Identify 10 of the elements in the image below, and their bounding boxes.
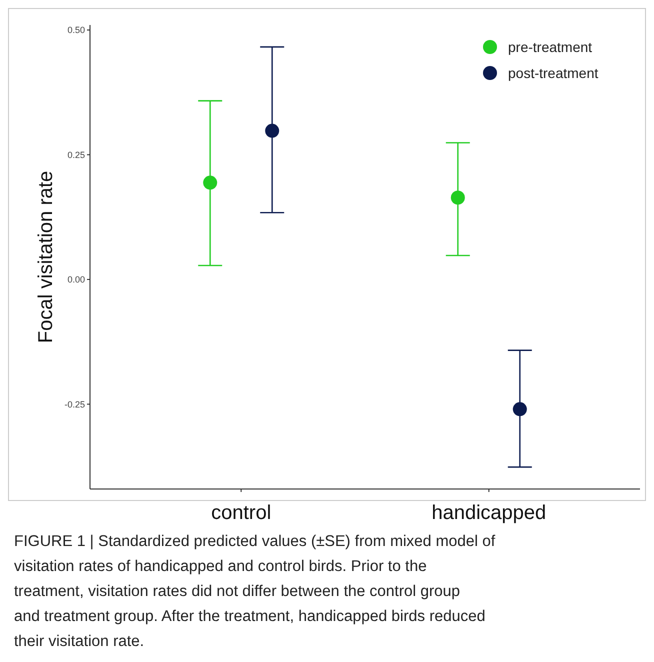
y-tick-label: 0.50 <box>67 25 85 36</box>
caption: FIGURE 1 | Standardized predicted values (±SE) from mixed model of visitation rates of handicapped and control birds. Prior to the treatment, visitation rates did not differ between the control group and treatment group. After the treatment, handicapped birds reduced their visitation rate. <box>14 533 496 650</box>
legend-label: post-treatment <box>508 64 598 81</box>
x-tick-label: control <box>211 502 272 524</box>
y-tick-label: 0.25 <box>67 150 85 160</box>
y-axis-title: Focal visitation rate <box>35 170 57 344</box>
y-tick-label: 0.00 <box>67 274 85 285</box>
legend-label: pre-treatment <box>508 38 592 55</box>
x-tick-label: handicapped <box>432 502 546 524</box>
y-tick-label: -0.25 <box>64 399 85 410</box>
